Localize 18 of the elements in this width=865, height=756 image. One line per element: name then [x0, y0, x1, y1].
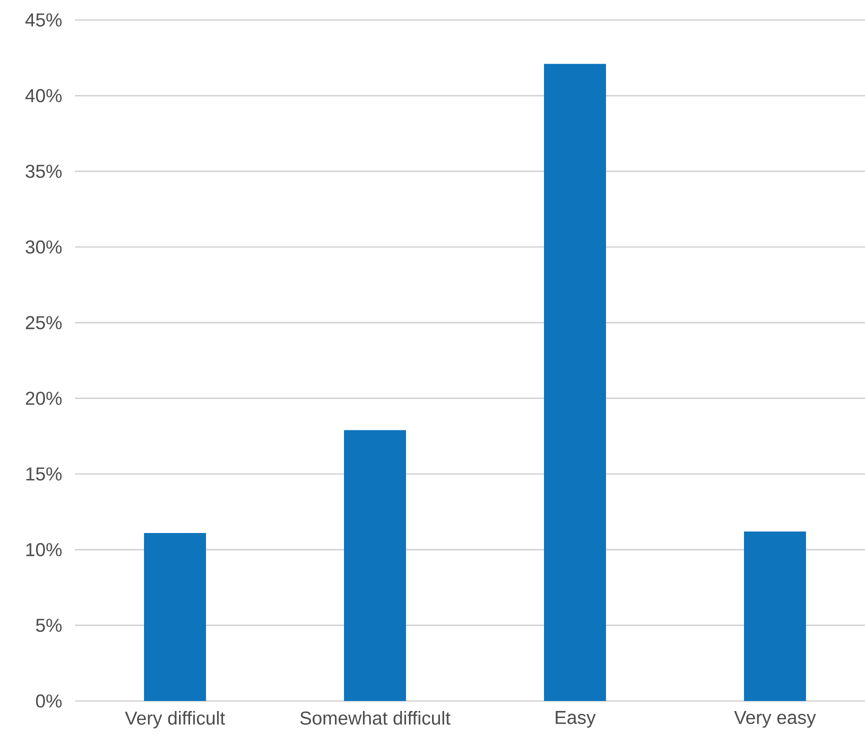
- bar: [144, 533, 206, 701]
- x-tick-label: Somewhat difficult: [300, 711, 450, 725]
- y-tick-label: 20%: [26, 392, 62, 405]
- y-tick-label: 40%: [25, 89, 62, 102]
- y-tick-label: 45%: [25, 13, 62, 27]
- y-tick-label: 25%: [26, 316, 62, 330]
- y-tick-label: 15%: [26, 467, 62, 481]
- bar: [344, 430, 406, 701]
- y-tick-label: 5%: [36, 618, 62, 632]
- x-tick-label: Very easy: [734, 711, 816, 728]
- y-tick-label: 10%: [26, 543, 62, 556]
- bar: [544, 64, 606, 701]
- y-tick-label: 35%: [26, 164, 62, 178]
- bar: [744, 531, 806, 701]
- y-tick-label: 30%: [26, 240, 62, 254]
- x-tick-label: Easy: [556, 711, 596, 728]
- y-tick-label: 0%: [36, 694, 62, 708]
- x-tick-label: Very difficult: [124, 711, 226, 728]
